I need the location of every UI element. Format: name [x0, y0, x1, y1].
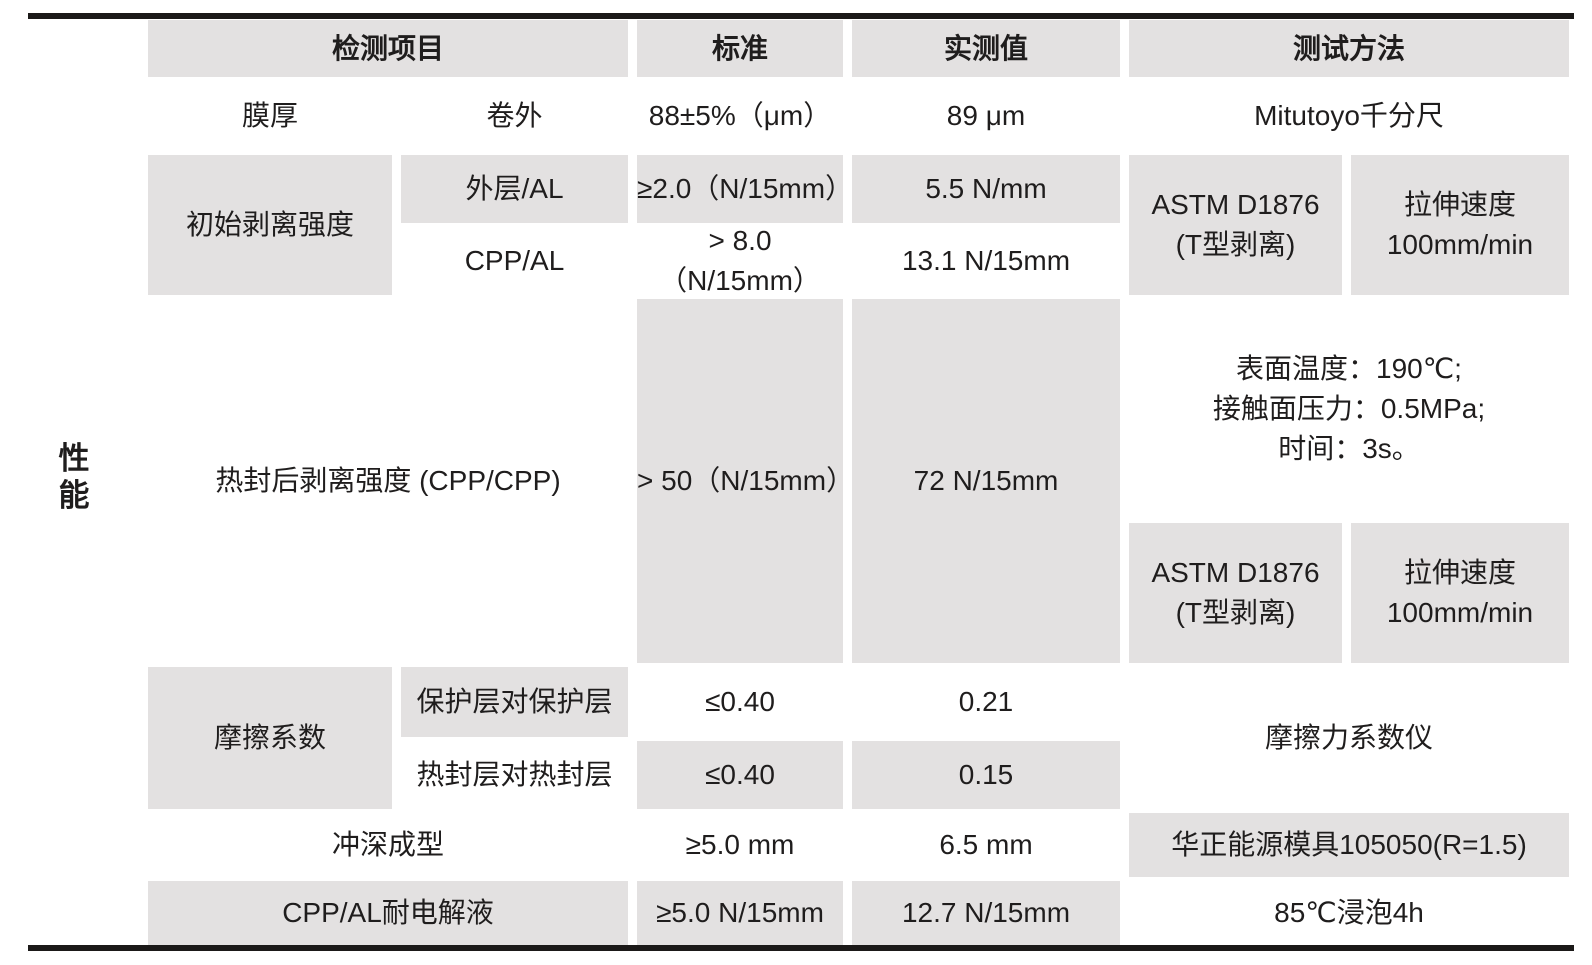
heat-seal-peel-measured-cell: 72 N/15mm: [852, 299, 1120, 663]
header-standard-cell: 标准: [637, 20, 843, 77]
initial-peel-method-speed-cell: 拉伸速度 100mm/min: [1351, 155, 1569, 295]
spec-table: 检测项目 标准 实测值 测试方法 膜厚 卷外 88±5%（μm） 89 μm M…: [148, 20, 1569, 945]
header-measured-cell: 实测值: [852, 20, 1120, 77]
row-group-label-wrap: 性能: [0, 440, 148, 514]
friction-heat-seal-measured-cell: 0.15: [852, 741, 1120, 809]
initial-peel-cpp-al-measured-cell: 13.1 N/15mm: [852, 227, 1120, 295]
table-bottom-rule: [28, 945, 1574, 951]
heat-seal-peel-method-standard-cell: ASTM D1876 (T型剥离): [1129, 523, 1342, 663]
initial-peel-outer-al-standard-cell: ≥2.0（N/15mm）: [637, 155, 853, 223]
electrolyte-item-cell: CPP/AL耐电解液: [148, 881, 628, 945]
friction-protective-variant-cell: 保护层对保护层: [401, 667, 628, 737]
initial-peel-cpp-al-variant-cell: CPP/AL: [401, 227, 628, 295]
initial-peel-cpp-al-standard-cell: > 8.0（N/15mm）: [637, 225, 843, 296]
electrolyte-standard-cell: ≥5.0 N/15mm: [637, 881, 843, 945]
deep-drawing-method-cell: 华正能源模具105050(R=1.5): [1129, 813, 1569, 877]
film-thickness-variant-cell: 卷外: [401, 81, 628, 151]
initial-peel-method-standard-cell: ASTM D1876 (T型剥离): [1129, 155, 1342, 295]
heat-seal-peel-item-cell: 热封后剥离强度 (CPP/CPP): [148, 299, 628, 663]
friction-protective-standard-cell: ≤0.40: [637, 667, 843, 737]
table-top-rule: [28, 13, 1574, 19]
film-thickness-item-cell: 膜厚: [148, 81, 392, 151]
film-thickness-method-cell: Mitutoyo千分尺: [1129, 81, 1569, 151]
deep-drawing-standard-cell: ≥5.0 mm: [637, 813, 843, 877]
initial-peel-outer-al-measured-cell: 5.5 N/mm: [852, 155, 1120, 223]
initial-peel-outer-al-variant-cell: 外层/AL: [401, 155, 628, 223]
friction-protective-measured-cell: 0.21: [852, 667, 1120, 737]
initial-peel-item-cell: 初始剥离强度: [148, 155, 392, 295]
heat-seal-peel-standard-cell: > 50（N/15mm）: [637, 299, 854, 663]
electrolyte-measured-cell: 12.7 N/15mm: [852, 881, 1120, 945]
friction-item-cell: 摩擦系数: [148, 667, 392, 809]
electrolyte-method-cell: 85℃浸泡4h: [1129, 881, 1569, 945]
heat-seal-peel-conditions-cell: 表面温度：190℃; 接触面压力：0.5MPa; 时间：3s。: [1129, 299, 1569, 519]
row-group-label: 性能: [58, 441, 90, 514]
deep-drawing-item-cell: 冲深成型: [148, 813, 628, 877]
header-item-cell: 检测项目: [148, 20, 628, 77]
friction-heat-seal-standard-cell: ≤0.40: [637, 741, 843, 809]
heat-seal-peel-method-speed-cell: 拉伸速度 100mm/min: [1351, 523, 1569, 663]
friction-heat-seal-variant-cell: 热封层对热封层: [401, 741, 628, 809]
film-thickness-measured-cell: 89 μm: [852, 81, 1120, 151]
deep-drawing-measured-cell: 6.5 mm: [852, 813, 1120, 877]
friction-method-cell: 摩擦力系数仪: [1129, 667, 1569, 809]
film-thickness-standard-cell: 88±5%（μm）: [637, 81, 843, 151]
header-method-cell: 测试方法: [1129, 20, 1569, 77]
